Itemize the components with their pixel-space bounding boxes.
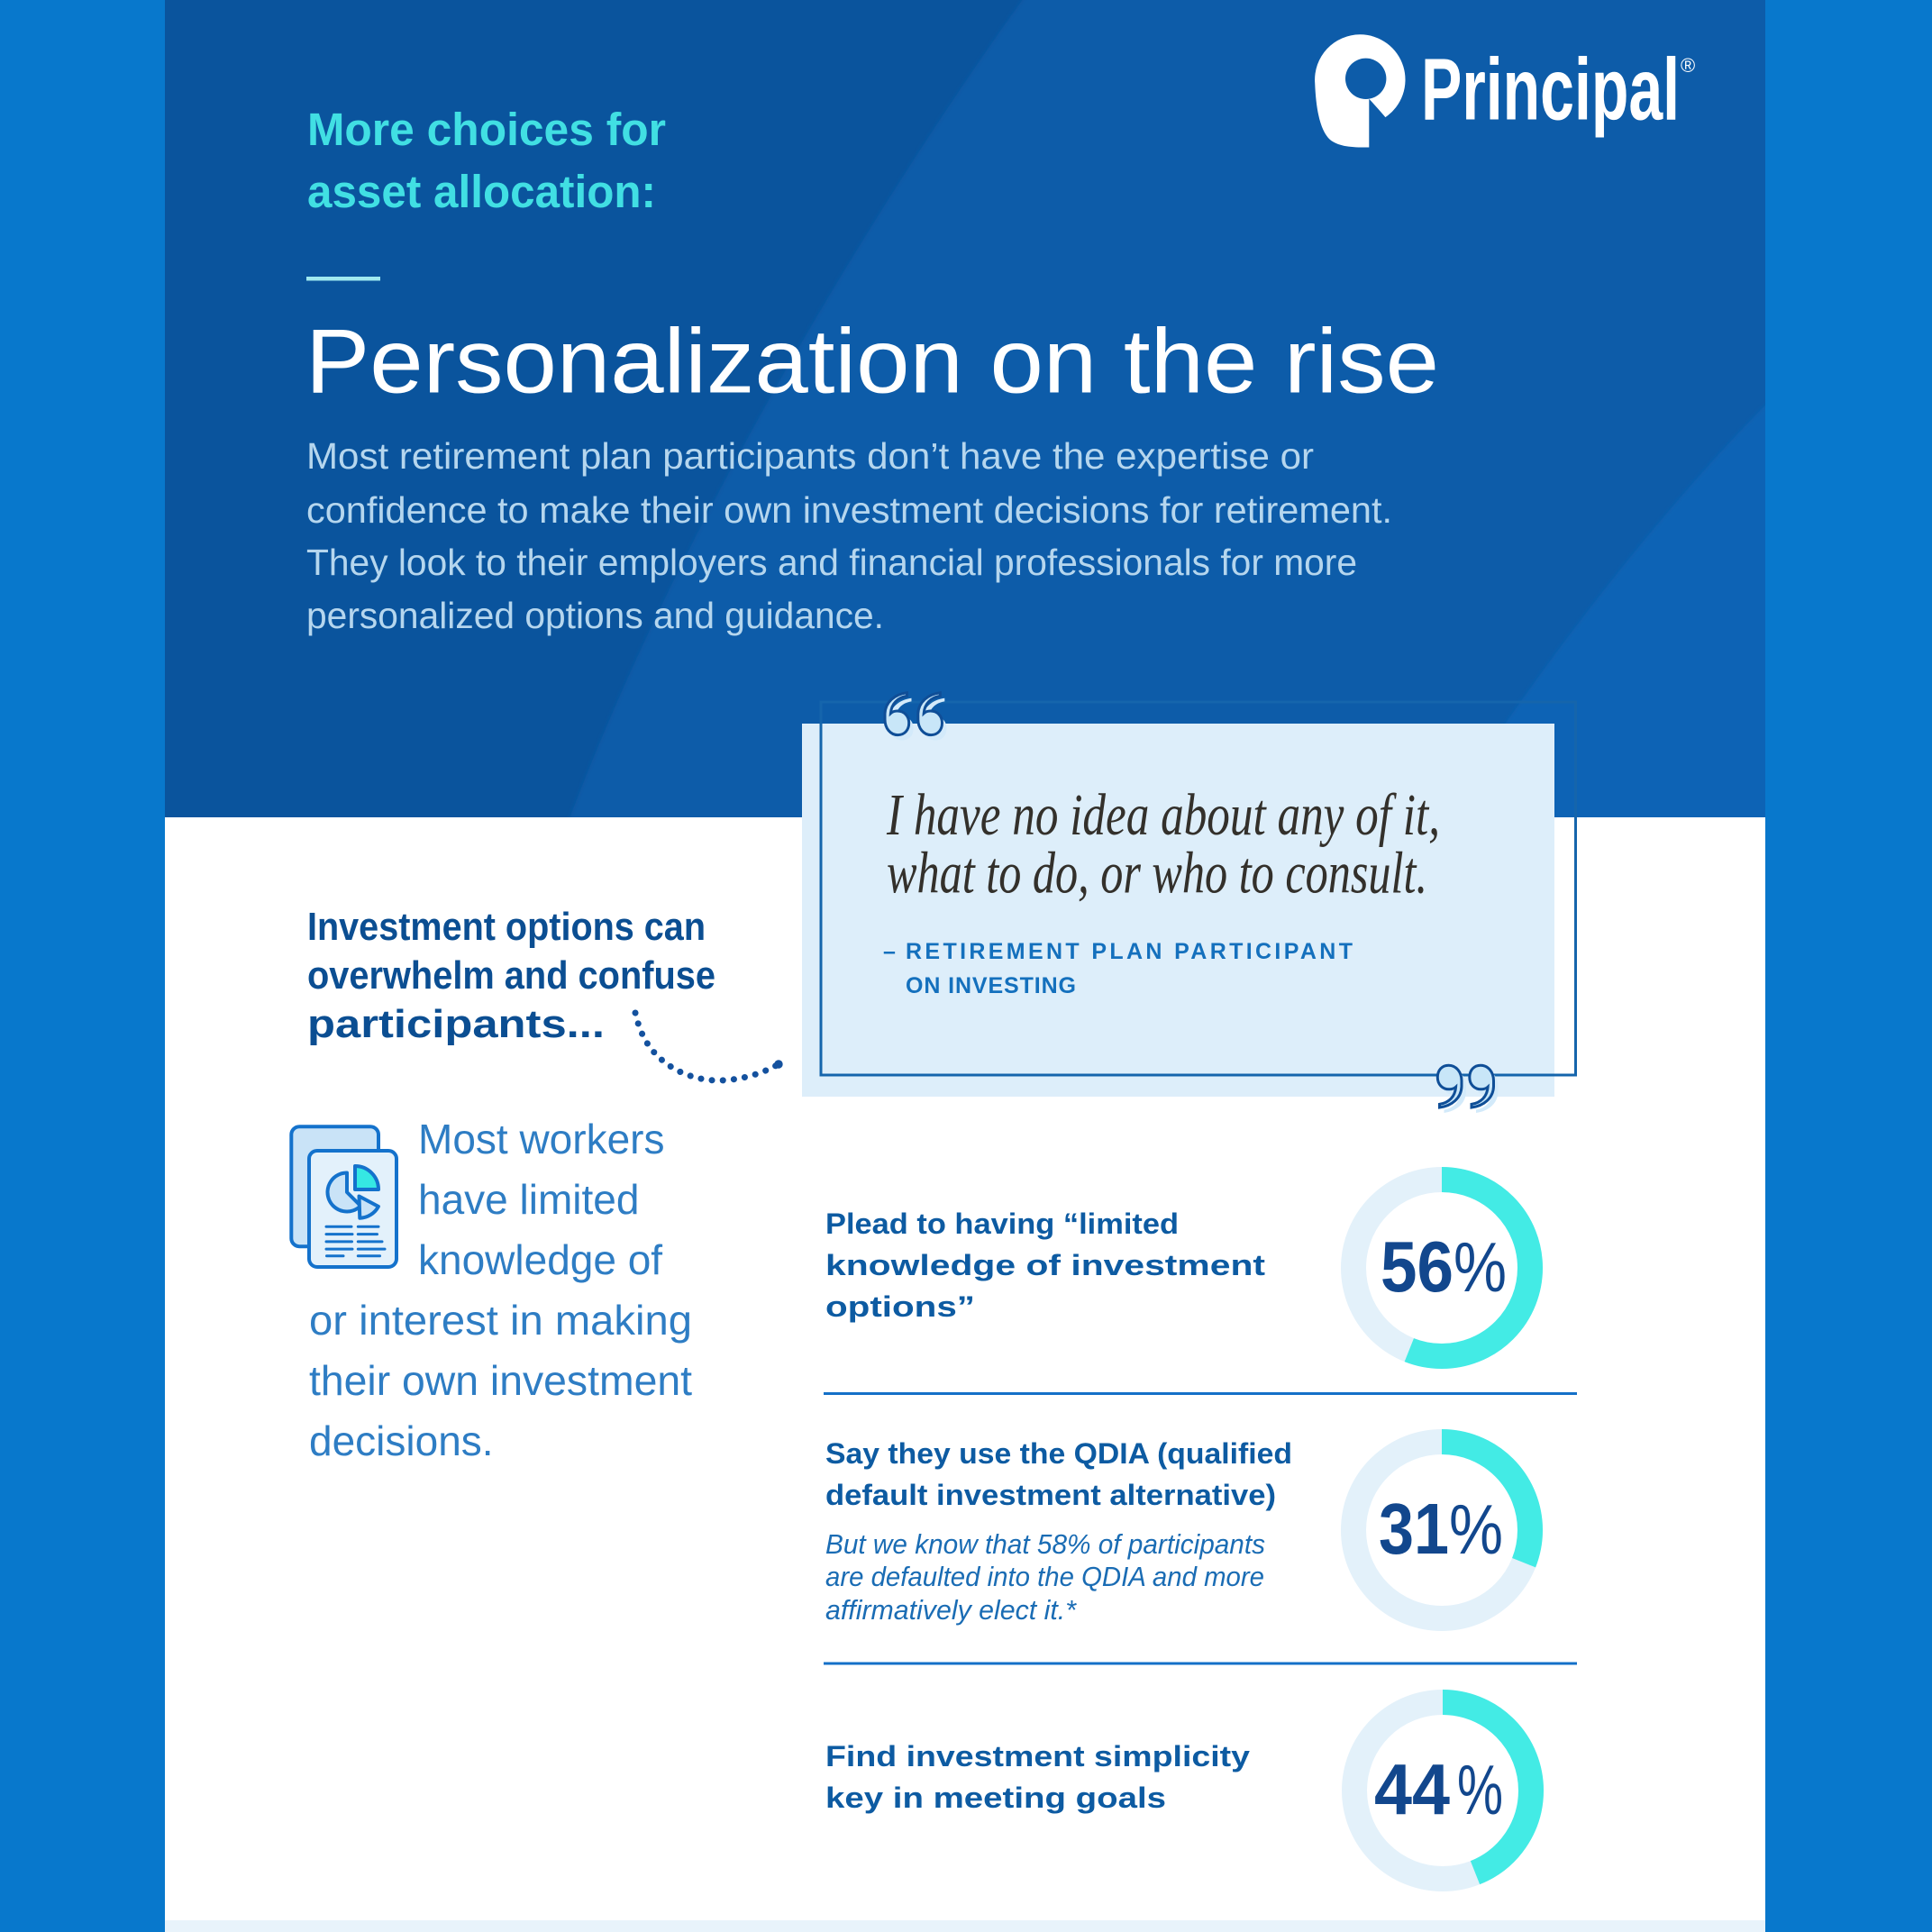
svg-text:Plead to having “limited: Plead to having “limited [825, 1208, 1179, 1240]
svg-text:knowledge of: knowledge of [418, 1236, 662, 1283]
svg-text:Personalization on the rise: Personalization on the rise [305, 312, 1439, 413]
svg-text:31: 31 [1379, 1489, 1449, 1569]
svg-text:decisions.: decisions. [309, 1417, 494, 1464]
svg-text:44: 44 [1374, 1749, 1450, 1829]
svg-text:overwhelm and confuse: overwhelm and confuse [307, 953, 715, 998]
svg-text:They look to their employers a: They look to their employers and financi… [306, 542, 1357, 583]
svg-text:Principal: Principal [1421, 41, 1680, 139]
svg-text:have limited: have limited [418, 1176, 639, 1223]
svg-text:or interest in making: or interest in making [309, 1297, 692, 1344]
svg-text:ON INVESTING: ON INVESTING [906, 973, 1076, 998]
svg-text:I have no idea about any of it: I have no idea about any of it, [886, 782, 1440, 848]
svg-text:But we know that 58% of partic: But we know that 58% of participants [825, 1528, 1265, 1560]
svg-text:Investment options can: Investment options can [307, 905, 706, 949]
svg-text:asset allocation:: asset allocation: [307, 166, 656, 217]
svg-text:participants...: participants... [307, 1002, 605, 1046]
svg-text:%: % [1454, 1227, 1507, 1307]
svg-text:are defaulted into the QDIA an: are defaulted into the QDIA and more [825, 1561, 1264, 1592]
svg-text:Find investment simplicity: Find investment simplicity [825, 1740, 1250, 1773]
svg-text:personalized options and guida: personalized options and guidance. [306, 595, 884, 636]
svg-text:–: – [883, 939, 896, 964]
svg-text:®: ® [1681, 54, 1695, 77]
svg-text:confidence to make their own i: confidence to make their own investment … [306, 489, 1392, 531]
svg-text:56: 56 [1381, 1226, 1454, 1307]
svg-text:default investment alternative: default investment alternative) [825, 1479, 1276, 1511]
svg-text:options”: options” [825, 1290, 975, 1323]
svg-text:knowledge of investment: knowledge of investment [825, 1249, 1265, 1281]
svg-text:their own investment: their own investment [309, 1357, 692, 1404]
svg-text:key in meeting goals: key in meeting goals [825, 1782, 1166, 1814]
svg-text:what to do, or who to consult.: what to do, or who to consult. [887, 841, 1427, 907]
svg-text:Say they use the QDIA (qualifi: Say they use the QDIA (qualified [825, 1437, 1292, 1470]
svg-text:More choices for: More choices for [307, 104, 666, 155]
svg-text:affirmatively elect it.*: affirmatively elect it.* [825, 1594, 1077, 1626]
svg-text:RETIREMENT PLAN PARTICIPANT: RETIREMENT PLAN PARTICIPANT [906, 939, 1353, 964]
svg-text:%: % [1457, 1750, 1503, 1829]
svg-text:Most workers: Most workers [418, 1116, 664, 1162]
svg-text:Most retirement plan participa: Most retirement plan participants don’t … [306, 435, 1314, 477]
svg-text:%: % [1449, 1490, 1503, 1569]
